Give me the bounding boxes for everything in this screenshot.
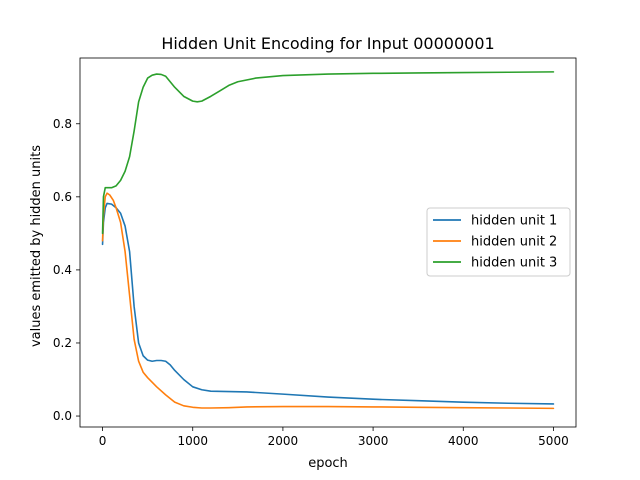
series-line-3 xyxy=(101,71,555,235)
plot-area: 0 1000 2000 3000 4000 5000 0.0 0.2 0.4 0.6 0.8 xyxy=(53,57,577,448)
series-line-2 xyxy=(101,192,555,410)
y-tick-label: 0.0 xyxy=(53,409,72,423)
y-tick-label: 0.8 xyxy=(53,117,72,131)
axes-frame xyxy=(79,57,577,428)
y-axis-label: values emitted by hidden units xyxy=(29,145,44,347)
x-tick-label: 0 xyxy=(99,434,107,448)
y-tick-label: 0.2 xyxy=(53,336,72,350)
x-tick-label: 5000 xyxy=(538,434,569,448)
legend-label-3: hidden unit 3 xyxy=(471,256,557,271)
y-tick-label: 0.4 xyxy=(53,263,72,277)
y-tick-label: 0.6 xyxy=(53,190,72,204)
x-axis-label: epoch xyxy=(308,456,348,471)
legend-label-1: hidden unit 1 xyxy=(471,214,557,229)
x-tick-label: 1000 xyxy=(177,434,208,448)
x-tick-label: 3000 xyxy=(358,434,389,448)
legend: hidden unit 1 hidden unit 2 hidden unit 3 xyxy=(426,207,571,277)
x-tick-label: 2000 xyxy=(268,434,299,448)
chart-title: Hidden Unit Encoding for Input 00000001 xyxy=(161,34,494,53)
x-tick-label: 4000 xyxy=(448,434,479,448)
legend-label-2: hidden unit 2 xyxy=(471,235,557,250)
legend-box xyxy=(426,207,571,277)
